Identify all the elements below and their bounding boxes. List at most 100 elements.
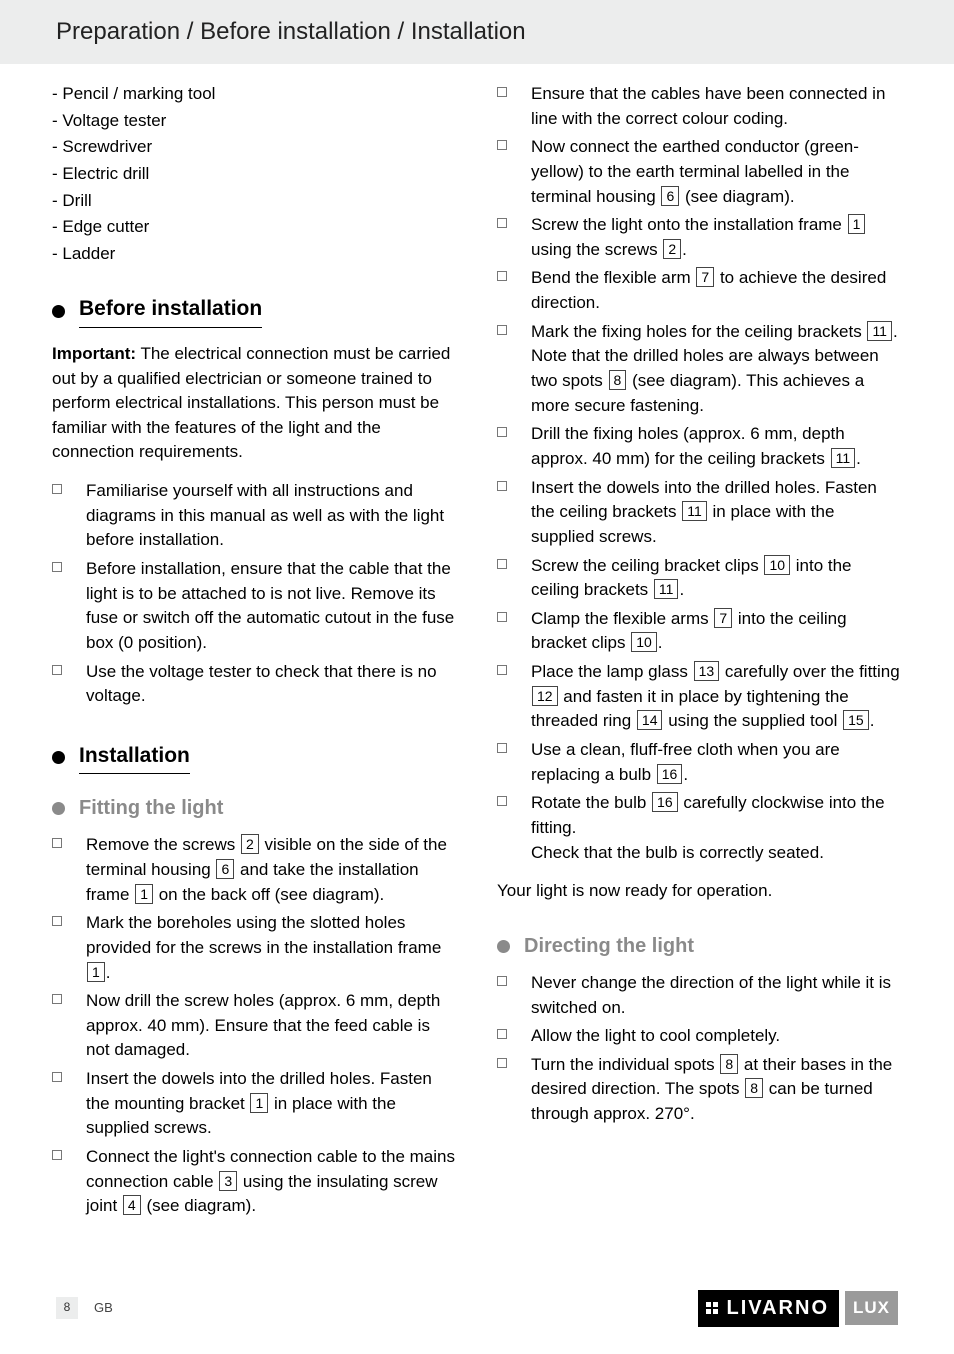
ready-text: Your light is now ready for operation. <box>497 879 902 904</box>
logo-suffix: LUX <box>845 1291 898 1326</box>
step-item: Turn the individual spots 8 at their bas… <box>497 1053 902 1127</box>
ref-box: 1 <box>87 962 105 982</box>
step-text: Remove the screws <box>86 835 240 854</box>
checkbox-icon <box>497 87 507 97</box>
tools-list: - Pencil / marking tool - Voltage tester… <box>52 82 457 266</box>
step-text: Turn the individual spots <box>531 1055 719 1074</box>
country-code: GB <box>94 1299 113 1318</box>
ref-box: 11 <box>867 321 892 341</box>
step-text: Place the lamp glass <box>531 662 693 681</box>
ref-box: 1 <box>250 1093 268 1113</box>
step-item: Insert the dowels into the drilled holes… <box>52 1067 457 1141</box>
checkbox-icon <box>52 665 62 675</box>
ref-box: 8 <box>609 370 627 390</box>
ref-box: 8 <box>745 1078 763 1098</box>
subheading-directing: Directing the light <box>497 932 902 961</box>
step-text: . <box>870 711 875 730</box>
step-item: Clamp the flexible arms 7 into the ceili… <box>497 607 902 656</box>
step-text: Before installation, ensure that the cab… <box>86 559 454 652</box>
directing-steps-list: Never change the direction of the light … <box>497 971 902 1127</box>
step-text: Ensure that the cables have been connect… <box>531 84 885 128</box>
checkbox-icon <box>52 1150 62 1160</box>
step-text: . <box>683 765 688 784</box>
page-title: Preparation / Before installation / Inst… <box>56 15 526 50</box>
step-item: Ensure that the cables have been connect… <box>497 82 902 131</box>
step-text: . <box>856 449 861 468</box>
step-text: . <box>658 633 663 652</box>
step-item: Familiarise yourself with all instructio… <box>52 479 457 553</box>
checkbox-icon <box>52 484 62 494</box>
step-text: Screw the ceiling bracket clips <box>531 556 763 575</box>
step-text: . <box>682 240 687 259</box>
step-text: using the supplied tool <box>663 711 842 730</box>
step-item: Mark the boreholes using the slotted hol… <box>52 911 457 985</box>
fitting-steps-continued: Ensure that the cables have been connect… <box>497 82 902 865</box>
checkbox-icon <box>497 1058 507 1068</box>
ref-box: 6 <box>661 186 679 206</box>
checkbox-icon <box>497 271 507 281</box>
step-item: Now connect the earthed conductor (green… <box>497 135 902 209</box>
checkbox-icon <box>497 796 507 806</box>
bullet-icon <box>52 751 65 764</box>
step-text: Drill the fixing holes (approx. 6 mm, de… <box>531 424 845 468</box>
step-item: Place the lamp glass 13 carefully over t… <box>497 660 902 734</box>
ref-box: 1 <box>135 884 153 904</box>
ref-box: 8 <box>720 1054 738 1074</box>
header-bar: Preparation / Before installation / Inst… <box>0 0 954 64</box>
tool-item: - Ladder <box>52 242 457 267</box>
step-item: Allow the light to cool completely. <box>497 1024 902 1049</box>
heading-before-installation: Before installation <box>52 294 457 327</box>
bullet-icon <box>52 802 65 815</box>
ref-box: 11 <box>682 501 707 521</box>
checkbox-icon <box>52 1072 62 1082</box>
content-columns: - Pencil / marking tool - Voltage tester… <box>0 64 954 1229</box>
ref-box: 13 <box>694 661 720 681</box>
ref-box: 14 <box>637 710 663 730</box>
ref-box: 6 <box>216 859 234 879</box>
checkbox-icon <box>52 994 62 1004</box>
ref-box: 11 <box>654 579 679 599</box>
ref-box: 2 <box>663 239 681 259</box>
step-item: Mark the fixing holes for the ceiling br… <box>497 320 902 419</box>
tool-item: - Voltage tester <box>52 109 457 134</box>
step-text: Use the voltage tester to check that the… <box>86 662 437 706</box>
heading-text: Installation <box>79 741 190 774</box>
page-number: 8 <box>56 1297 78 1319</box>
step-item: Bend the flexible arm 7 to achieve the d… <box>497 266 902 315</box>
step-text: Check that the bulb is correctly seated. <box>531 843 824 862</box>
checkbox-icon <box>497 218 507 228</box>
step-text: using the screws <box>531 240 662 259</box>
ref-box: 16 <box>657 764 683 784</box>
checkbox-icon <box>497 481 507 491</box>
checkbox-icon <box>497 140 507 150</box>
step-item: Drill the fixing holes (approx. 6 mm, de… <box>497 422 902 471</box>
ref-box: 10 <box>764 555 790 575</box>
checkbox-icon <box>52 562 62 572</box>
important-label: Important: <box>52 344 136 363</box>
tool-item: - Edge cutter <box>52 215 457 240</box>
step-item: Rotate the bulb 16 carefully clockwise i… <box>497 791 902 865</box>
ref-box: 3 <box>219 1171 237 1191</box>
brand-logo: LIVARNO LUX <box>698 1290 898 1327</box>
right-column: Ensure that the cables have been connect… <box>497 82 902 1229</box>
checkbox-icon <box>497 743 507 753</box>
tool-item: - Electric drill <box>52 162 457 187</box>
ref-box: 7 <box>696 267 714 287</box>
heading-text: Before installation <box>79 294 262 327</box>
step-text: Mark the boreholes using the slotted hol… <box>86 913 441 957</box>
step-text: Bend the flexible arm <box>531 268 695 287</box>
checkbox-icon <box>52 916 62 926</box>
important-paragraph: Important: The electrical connection mus… <box>52 342 457 465</box>
footer: 8 GB LIVARNO LUX <box>0 1290 954 1326</box>
step-text: on the back off (see diagram). <box>154 885 384 904</box>
page: Preparation / Before installation / Inst… <box>0 0 954 1354</box>
bullet-icon <box>497 940 510 953</box>
step-item: Use the voltage tester to check that the… <box>52 660 457 709</box>
step-text: carefully over the fitting <box>720 662 900 681</box>
tool-item: - Pencil / marking tool <box>52 82 457 107</box>
step-text: Screw the light onto the installation fr… <box>531 215 847 234</box>
logo-text: LIVARNO <box>726 1294 829 1323</box>
step-item: Now drill the screw holes (approx. 6 mm,… <box>52 989 457 1063</box>
step-text: (see diagram). <box>680 187 794 206</box>
step-item: Connect the light's connection cable to … <box>52 1145 457 1219</box>
